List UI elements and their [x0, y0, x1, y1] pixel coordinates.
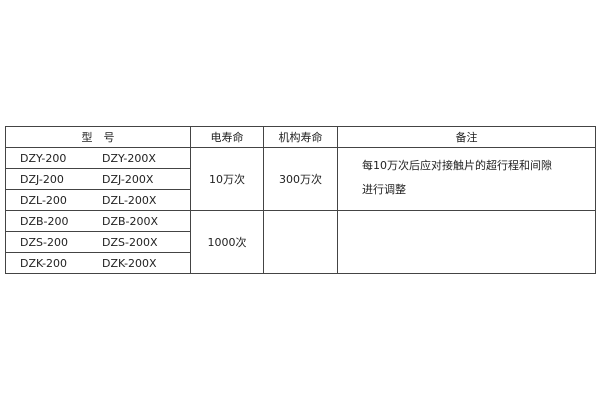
model-cell: DZL-200 DZL-200X	[5, 189, 191, 211]
model-name: DZJ-200	[20, 172, 64, 186]
table-row: DZL-200 DZL-200X	[5, 189, 596, 211]
note-line: 进行调整	[362, 183, 406, 196]
table-row: DZK-200 DZK-200X	[5, 252, 596, 274]
model-name: DZK-200	[20, 256, 68, 270]
header-electrical-life: 电寿命	[190, 126, 264, 148]
note-cell	[337, 210, 596, 274]
header-note: 备注	[337, 126, 596, 148]
model-name-x: DZJ-200X	[102, 172, 154, 186]
electrical-life-cell: 10万次	[190, 147, 264, 211]
model-cell: DZJ-200 DZJ-200X	[5, 168, 191, 190]
model-name: DZS-200	[20, 235, 68, 249]
note-line: 每10万次后应对接触片的超行程和间隙	[362, 159, 552, 172]
model-cell: DZK-200 DZK-200X	[5, 252, 191, 274]
model-name: DZB-200	[20, 214, 69, 228]
note-cell: 每10万次后应对接触片的超行程和间隙 进行调整	[337, 147, 596, 211]
model-cell: DZB-200 DZB-200X	[5, 210, 191, 232]
header-model: 型 号	[5, 126, 191, 148]
model-name-x: DZS-200X	[102, 235, 158, 249]
model-cell: DZS-200 DZS-200X	[5, 231, 191, 253]
header-mechanical-life: 机构寿命	[263, 126, 338, 148]
table-row: DZB-200 DZB-200X 1000次	[5, 210, 596, 274]
model-cell: DZY-200 DZY-200X	[5, 147, 191, 169]
model-name: DZL-200	[20, 193, 67, 207]
header-row: 型 号 电寿命 机构寿命 备注	[5, 126, 596, 148]
table-row: DZY-200 DZY-200X 10万次 300万次 每10万次后应对接触片的超…	[5, 147, 596, 211]
mechanical-life-cell	[263, 210, 338, 274]
model-name-x: DZL-200X	[102, 193, 157, 207]
model-name: DZY-200	[20, 151, 67, 165]
mechanical-life-cell: 300万次	[263, 147, 338, 211]
model-name-x: DZK-200X	[102, 256, 157, 270]
model-name-x: DZB-200X	[102, 214, 159, 228]
electrical-life-cell: 1000次	[190, 210, 264, 274]
spec-table: 型 号 电寿命 机构寿命 备注 DZY-200 DZY-200X 10万次 300…	[5, 126, 596, 274]
model-name-x: DZY-200X	[102, 151, 156, 165]
